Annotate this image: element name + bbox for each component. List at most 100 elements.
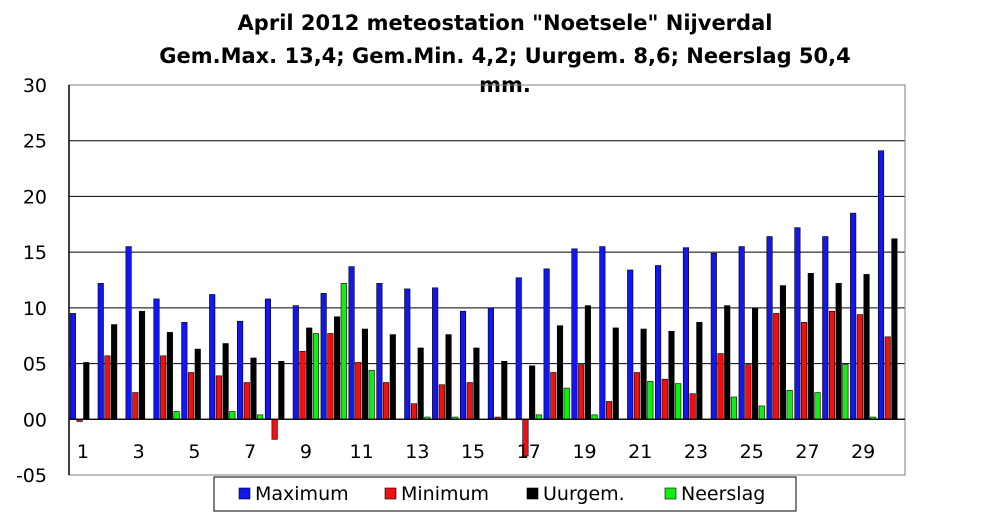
y-axis: 30 25 20 15 10 05 00 -05 [16, 75, 47, 487]
bar [842, 364, 849, 420]
bar [675, 383, 682, 420]
bar [111, 324, 118, 420]
bar [410, 403, 418, 420]
legend-label: Uurgem. [543, 483, 625, 505]
y-tick-label: 25 [23, 131, 47, 153]
bar [459, 310, 467, 420]
bar [368, 369, 375, 420]
bar [710, 252, 717, 420]
bar [515, 277, 522, 420]
bar [334, 316, 341, 420]
bar [591, 414, 598, 420]
x-tick-label: 29 [851, 441, 875, 463]
x-tick-label: 3 [133, 441, 145, 463]
bar [571, 248, 578, 420]
bar [432, 287, 439, 420]
bar [389, 334, 396, 420]
bar [779, 285, 787, 420]
y-tick-label: 20 [23, 186, 47, 208]
series-maximum [69, 150, 885, 420]
bar [647, 381, 654, 420]
bar [696, 322, 703, 420]
x-tick-label: 7 [244, 441, 256, 463]
legend-label: Neerslag [681, 483, 765, 505]
y-tick-label: 00 [23, 409, 47, 431]
bar [814, 392, 821, 420]
legend-label: Maximum [255, 483, 349, 505]
legend-item: Minimum [384, 483, 489, 505]
bar [306, 327, 313, 420]
legend-swatch [526, 487, 539, 500]
bar [689, 393, 696, 420]
bar [529, 365, 536, 420]
bar [243, 382, 250, 420]
bar [466, 382, 473, 420]
bar [556, 325, 564, 420]
bar [299, 351, 306, 420]
bar [877, 150, 885, 420]
bar [584, 305, 591, 420]
bar [153, 298, 160, 420]
bar [69, 313, 76, 420]
legend-item: Maximum [238, 483, 349, 505]
bar [166, 332, 173, 420]
bar [738, 246, 745, 420]
bar [766, 236, 773, 420]
bar [828, 310, 836, 420]
series-neerslag [173, 283, 877, 420]
bar [822, 236, 829, 420]
bar [438, 384, 445, 420]
chart-title-line-1: April 2012 meteostation "Noetsele" Nijve… [238, 11, 773, 35]
bar [404, 288, 411, 420]
bar [215, 375, 222, 420]
bar [863, 274, 870, 420]
bar [605, 401, 613, 420]
bar [891, 238, 898, 420]
bar [209, 294, 216, 420]
bar [222, 343, 229, 420]
bar [97, 283, 104, 420]
x-tick-label: 21 [628, 441, 652, 463]
bar [758, 405, 765, 420]
y-tick-label: -05 [16, 465, 47, 487]
bar [355, 362, 362, 420]
bar [543, 268, 550, 420]
bar [250, 357, 257, 420]
bar [188, 372, 195, 420]
bar [383, 382, 390, 420]
bar [661, 378, 668, 420]
y-tick-label: 05 [23, 354, 47, 376]
bar [278, 361, 285, 420]
bar [884, 336, 891, 420]
legend-swatch [384, 487, 397, 500]
bar [655, 265, 662, 420]
legend-item: Uurgem. [526, 483, 625, 505]
bar [640, 328, 647, 420]
chart-title-line-2: Gem.Max. 13,4; Gem.Min. 4,2; Uurgem. 8,6… [159, 44, 851, 68]
bar [682, 247, 690, 420]
bar [627, 269, 634, 420]
legend-box [213, 476, 797, 512]
bar [599, 246, 606, 420]
bar [633, 372, 640, 420]
x-tick-label: 23 [684, 441, 708, 463]
bar [104, 355, 111, 420]
bar [724, 305, 731, 420]
bar [327, 333, 334, 420]
x-tick-label: 15 [461, 441, 485, 463]
x-tick-label: 1 [77, 441, 89, 463]
x-tick-label: 5 [188, 441, 200, 463]
bar [271, 418, 278, 440]
legend: Maximum Minimum Uurgem. Neerslag [213, 476, 797, 512]
legend-item: Neerslag [664, 483, 765, 505]
y-tick-label: 10 [23, 298, 47, 320]
bar [445, 334, 452, 420]
bar [835, 283, 842, 420]
bar [578, 364, 585, 420]
bar [340, 283, 347, 420]
bar [173, 411, 180, 420]
bar [348, 266, 355, 420]
bar [856, 314, 863, 420]
x-tick-label: 27 [795, 441, 819, 463]
bar [312, 333, 319, 420]
